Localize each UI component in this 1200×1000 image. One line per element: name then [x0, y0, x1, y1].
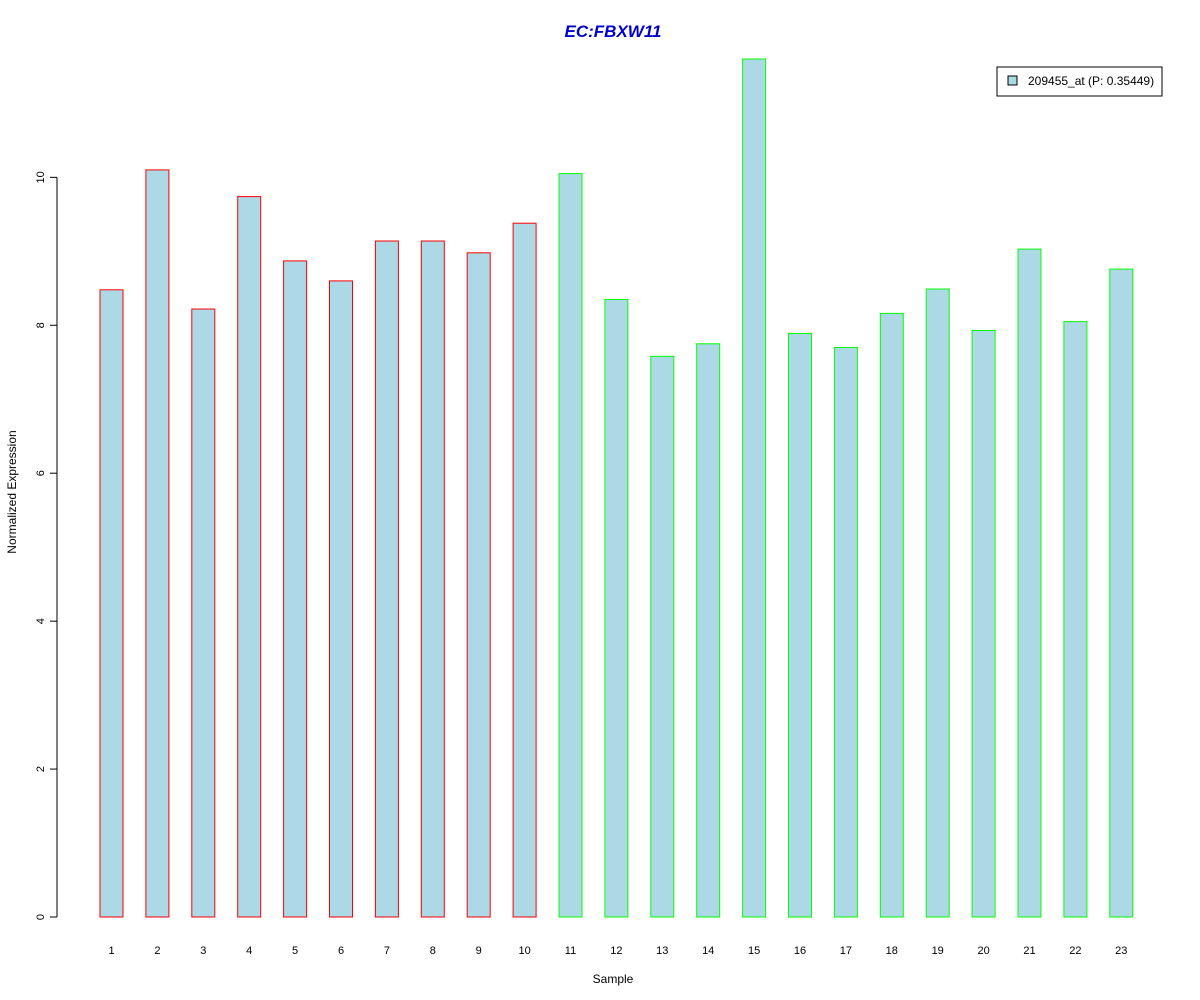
- y-tick-label: 8: [35, 322, 47, 328]
- x-tick-label: 2: [154, 945, 160, 957]
- bar-sample-10: [512, 222, 537, 918]
- bar-sample-11: [558, 173, 583, 918]
- x-tick-label: 20: [977, 945, 989, 957]
- bar-sample-16: [788, 332, 812, 918]
- x-tick-label: 21: [1023, 945, 1035, 957]
- bar-sample-19: [925, 288, 950, 918]
- y-tick-label: 6: [35, 470, 47, 476]
- bar-sample-1: [99, 289, 124, 918]
- x-tick-label: 18: [886, 945, 898, 957]
- bar-sample-22: [1063, 321, 1088, 918]
- x-tick-label: 6: [338, 945, 344, 957]
- bar-sample-9: [466, 252, 491, 918]
- x-axis-label: Sample: [593, 972, 634, 986]
- x-tick-label: 10: [518, 945, 530, 957]
- x-tick-label: 23: [1115, 945, 1127, 957]
- x-tick-label: 15: [748, 945, 760, 957]
- x-tick-label: 12: [610, 945, 622, 957]
- bar-sample-2: [145, 169, 170, 918]
- bar-sample-15: [742, 58, 767, 918]
- x-tick-label: 19: [932, 945, 944, 957]
- bar-sample-3: [191, 308, 216, 918]
- legend: 209455_at (P: 0.35449): [996, 66, 1163, 97]
- x-tick-label: 13: [656, 945, 668, 957]
- bar-sample-17: [833, 347, 858, 918]
- x-tick-labels: 1 2 3 4 5 6 7 8 9 10 11 12 13 14 15 16 17 18 19 20 21 22 23: [108, 945, 1127, 957]
- bar-sample-21: [1017, 248, 1042, 918]
- bar-sample-5: [283, 260, 308, 918]
- y-tick-label: 4: [35, 618, 47, 624]
- bar-sample-18: [879, 312, 904, 918]
- bar-sample-13: [650, 355, 675, 918]
- x-tick-label: 5: [292, 945, 298, 957]
- x-tick-label: 11: [565, 945, 576, 957]
- x-tick-label: 3: [200, 945, 206, 957]
- bar-sample-6: [329, 280, 353, 918]
- x-tick-label: 1: [108, 945, 114, 957]
- legend-label: 209455_at (P: 0.35449): [1028, 74, 1154, 88]
- y-tick-label: 10: [35, 171, 47, 183]
- bar-sample-12: [604, 298, 629, 918]
- x-tick-label: 16: [794, 945, 806, 957]
- bar-sample-23: [1109, 268, 1134, 918]
- y-tick-label: 2: [35, 766, 47, 772]
- y-axis-label: Normalized Expression: [5, 430, 19, 553]
- x-tick-label: 14: [702, 945, 714, 957]
- bar-sample-7: [374, 240, 399, 918]
- y-axis: 0 2 4 6 8 10: [35, 171, 58, 920]
- chart-title: EC:FBXW11: [565, 22, 662, 41]
- bars: [99, 58, 1134, 918]
- x-tick-label: 8: [430, 945, 436, 957]
- y-tick-label: 0: [35, 914, 47, 920]
- bar-sample-4: [237, 196, 262, 918]
- legend-box: [996, 66, 1163, 97]
- x-tick-label: 9: [476, 945, 482, 957]
- x-tick-label: 17: [840, 945, 852, 957]
- x-tick-label: 4: [246, 945, 252, 957]
- x-tick-label: 7: [384, 945, 390, 957]
- bar-sample-20: [971, 330, 996, 918]
- legend-swatch: [1007, 75, 1018, 86]
- bar-sample-14: [696, 343, 721, 918]
- bar-sample-8: [420, 240, 445, 918]
- x-tick-label: 22: [1069, 945, 1081, 957]
